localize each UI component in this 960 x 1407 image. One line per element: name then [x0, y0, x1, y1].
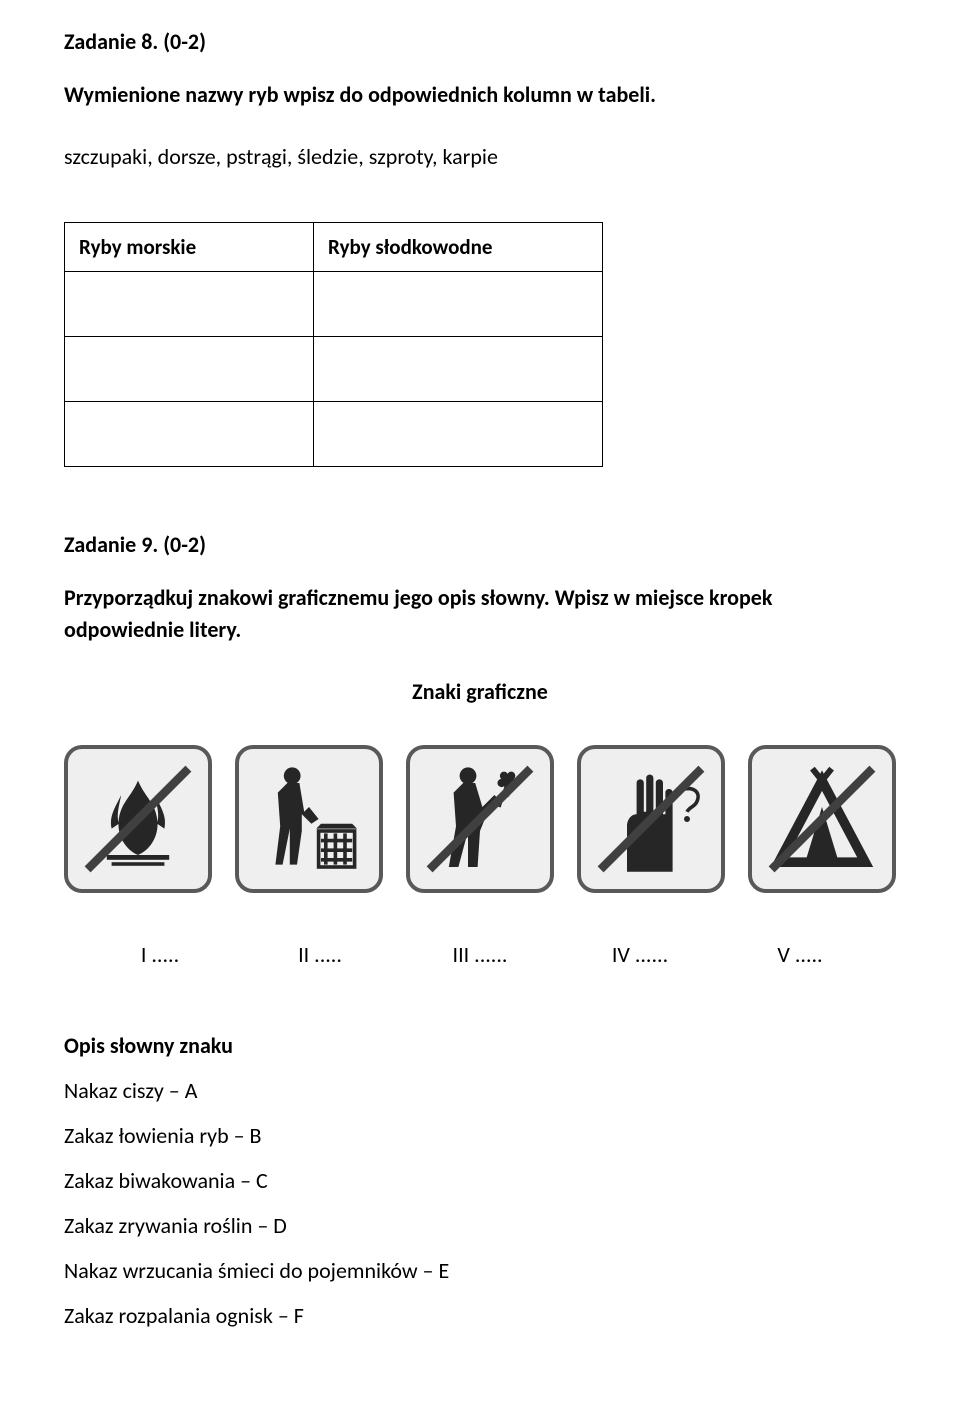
- icon-label[interactable]: I .....: [90, 941, 230, 968]
- opis-item: Zakaz rozpalania ognisk – F: [64, 1302, 896, 1329]
- icons-row: [64, 745, 896, 893]
- task8-instruction: Wymienione nazwy ryb wpisz do odpowiedni…: [64, 79, 896, 111]
- task8-fish-list: szczupaki, dorsze, pstrągi, śledzie, szp…: [64, 143, 896, 170]
- table-cell[interactable]: [314, 271, 603, 336]
- table-cell[interactable]: [65, 401, 314, 466]
- icon-label[interactable]: IV ......: [570, 941, 710, 968]
- opis-heading: Opis słowny znaku: [64, 1032, 896, 1059]
- no-touch-icon: [577, 745, 725, 893]
- table-cell[interactable]: [314, 336, 603, 401]
- no-tent-icon: [748, 745, 896, 893]
- table-cell[interactable]: [314, 401, 603, 466]
- no-flower-icon: [406, 745, 554, 893]
- fish-table: Ryby morskie Ryby słodkowodne: [64, 222, 603, 467]
- opis-item: Zakaz zrywania roślin – D: [64, 1212, 896, 1239]
- icon-label[interactable]: III ......: [410, 941, 550, 968]
- opis-item: Zakaz łowienia ryb – B: [64, 1122, 896, 1149]
- table-cell[interactable]: [65, 336, 314, 401]
- opis-item: Nakaz ciszy – A: [64, 1077, 896, 1104]
- task8-title: Zadanie 8. (0-2): [64, 28, 896, 55]
- icon-labels-row: I ..... II ..... III ...... IV ...... V …: [64, 941, 896, 968]
- table-header-morskie: Ryby morskie: [65, 222, 314, 271]
- icon-label[interactable]: II .....: [250, 941, 390, 968]
- opis-item: Nakaz wrzucania śmieci do pojemników – E: [64, 1257, 896, 1284]
- icon-label[interactable]: V .....: [730, 941, 870, 968]
- table-cell[interactable]: [65, 271, 314, 336]
- no-fire-icon: [64, 745, 212, 893]
- opis-item: Zakaz biwakowania – C: [64, 1167, 896, 1194]
- signs-heading: Znaki graficzne: [64, 678, 896, 705]
- task9-instruction: Przyporządkuj znakowi graficznemu jego o…: [64, 582, 896, 646]
- trash-bin-icon: [235, 745, 383, 893]
- opis-list: Nakaz ciszy – A Zakaz łowienia ryb – B Z…: [64, 1077, 896, 1329]
- table-header-slodkowodne: Ryby słodkowodne: [314, 222, 603, 271]
- worksheet-page: Zadanie 8. (0-2) Wymienione nazwy ryb wp…: [0, 0, 960, 1407]
- task9-title: Zadanie 9. (0-2): [64, 531, 896, 558]
